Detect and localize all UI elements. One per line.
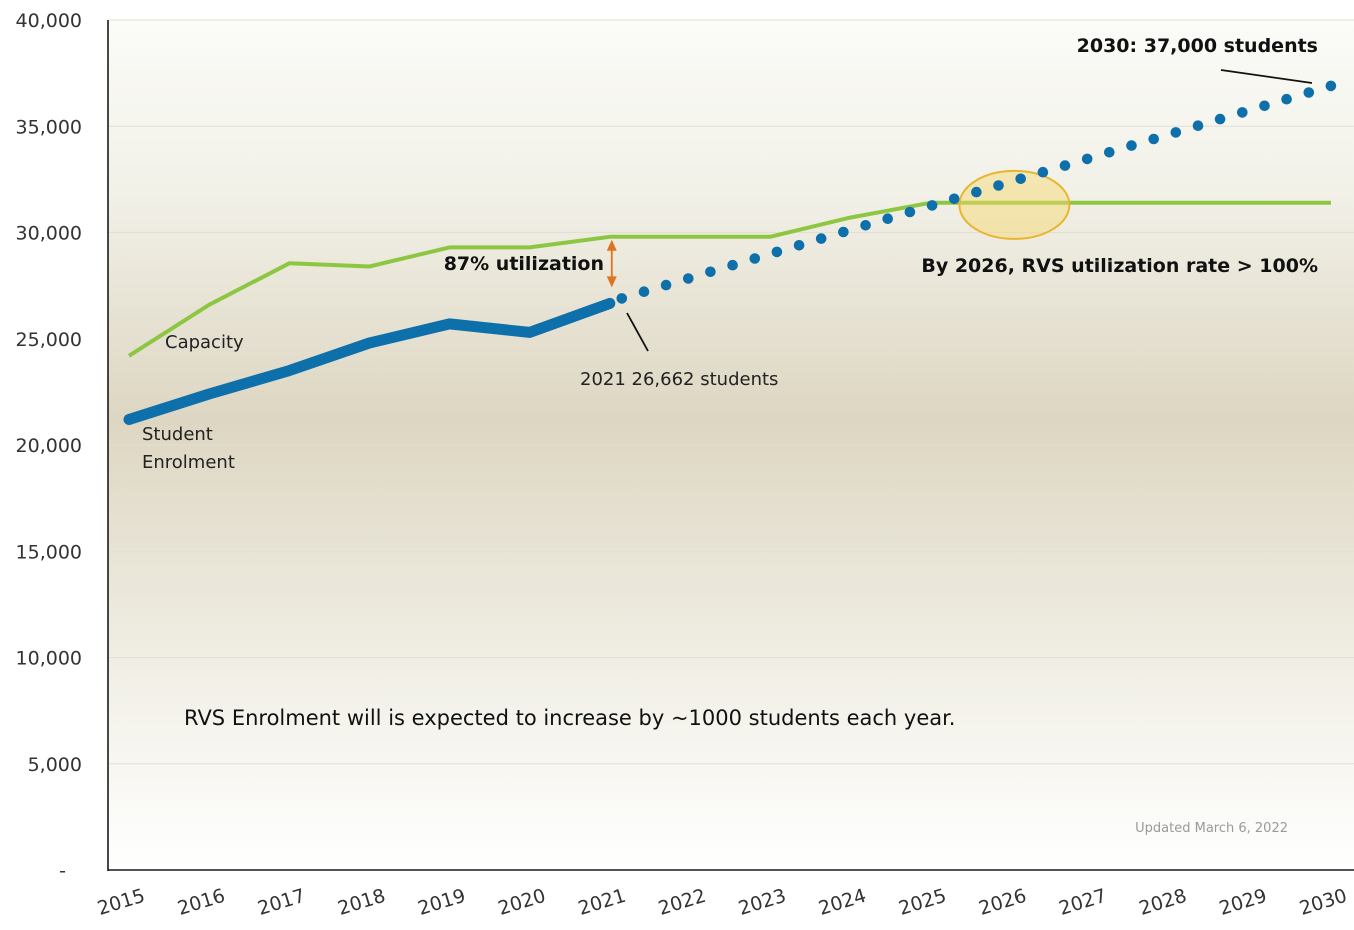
- projection-dot: [1148, 133, 1159, 145]
- x-tick-label: 2030: [1297, 885, 1350, 920]
- projection-dot: [749, 253, 761, 264]
- x-tick-label: 2024: [816, 885, 869, 920]
- projection-dot: [1303, 87, 1315, 98]
- x-tick-label: 2019: [415, 885, 468, 920]
- projection-dot: [815, 233, 827, 244]
- projection-dot: [638, 286, 650, 298]
- students-2021-label: 2021 26,662 students: [580, 369, 778, 390]
- y-tick-labels: - 5,000 10,000 15,000 20,000 25,000 30,000 35,0…: [16, 10, 82, 882]
- projection-dot: [771, 246, 783, 258]
- x-tick-label: 2020: [496, 885, 549, 920]
- projection-dot: [926, 200, 938, 211]
- projection-dot: [1214, 113, 1226, 125]
- projection-dot: [1126, 140, 1137, 151]
- arrow-head-up: [606, 239, 617, 251]
- projection-dot: [660, 279, 672, 291]
- utilization-highlight-ellipse: [958, 169, 1071, 240]
- x-tick-labels: 2015 2016 2017 2018 2019 2020 2021 2022 2023 2024…: [95, 885, 1350, 920]
- capacity-label: Capacity: [165, 332, 244, 353]
- leader-2021: [626, 312, 649, 352]
- leader-2030: [1220, 69, 1313, 84]
- projection-dot: [1015, 173, 1026, 185]
- x-tick-label: 2026: [976, 885, 1029, 920]
- students-2030-label: 2030: 37,000 students: [1077, 35, 1318, 57]
- projection-dot: [683, 273, 694, 284]
- x-tick-label: 2018: [335, 885, 388, 920]
- y-tick-label: -: [59, 860, 66, 882]
- projection-dot: [1192, 120, 1204, 131]
- y-tick-label: 35,000: [16, 116, 82, 138]
- projection-dot: [882, 213, 893, 224]
- projection-dot: [1059, 160, 1071, 171]
- projection-dot: [1259, 100, 1270, 112]
- projection-dot: [705, 266, 716, 278]
- y-tick-label: 20,000: [16, 435, 82, 457]
- utilization-arrow: [606, 239, 617, 288]
- projection-dot: [904, 206, 916, 218]
- x-tick-label: 2015: [95, 885, 148, 920]
- y-tick-label: 10,000: [16, 648, 82, 670]
- projection-dot: [1037, 166, 1049, 178]
- projection-dot: [1281, 93, 1292, 105]
- y-tick-label: 30,000: [16, 223, 82, 245]
- gridlines: [108, 19, 1354, 765]
- utilization-label: 87% utilization: [444, 253, 604, 275]
- y-tick-label: 25,000: [16, 329, 82, 351]
- utilization-rate-2026-label: By 2026, RVS utilization rate > 100%: [921, 255, 1318, 277]
- enrolment-line: [123, 297, 616, 425]
- projection-dot: [793, 240, 805, 251]
- y-tick-label: 5,000: [28, 754, 82, 776]
- projection-dot: [838, 226, 849, 238]
- projection-note: RVS Enrolment will is expected to increa…: [184, 706, 955, 730]
- x-tick-label: 2025: [896, 885, 949, 920]
- projection-dot: [1081, 153, 1093, 165]
- projection-dot: [1170, 127, 1182, 138]
- updated-note: Updated March 6, 2022: [1135, 821, 1288, 836]
- enrolment-label-line2: Enrolment: [142, 452, 235, 473]
- x-tick-label: 2016: [175, 885, 228, 920]
- x-tick-label: 2029: [1217, 885, 1270, 920]
- projection-dot: [1237, 107, 1248, 118]
- x-tick-label: 2022: [656, 885, 709, 920]
- projection-dot: [860, 220, 871, 231]
- projection-dot: [993, 180, 1004, 191]
- y-tick-label: 15,000: [16, 541, 82, 563]
- projection-dot: [616, 293, 628, 304]
- y-tick-label: 40,000: [16, 10, 82, 32]
- x-tick-label: 2021: [576, 885, 629, 920]
- projection-dot: [948, 193, 960, 205]
- projection-dot: [971, 186, 982, 198]
- x-tick-label: 2028: [1137, 885, 1190, 920]
- arrow-head-down: [606, 276, 617, 288]
- projection-dot: [727, 259, 738, 271]
- x-tick-label: 2017: [255, 885, 308, 920]
- projection-dots: [616, 80, 1337, 304]
- x-tick-label: 2023: [736, 885, 789, 920]
- projection-dot: [1104, 147, 1115, 158]
- x-tick-label: 2027: [1056, 885, 1109, 920]
- projection-dot: [1325, 80, 1337, 92]
- enrolment-label-line1: Student: [142, 424, 213, 445]
